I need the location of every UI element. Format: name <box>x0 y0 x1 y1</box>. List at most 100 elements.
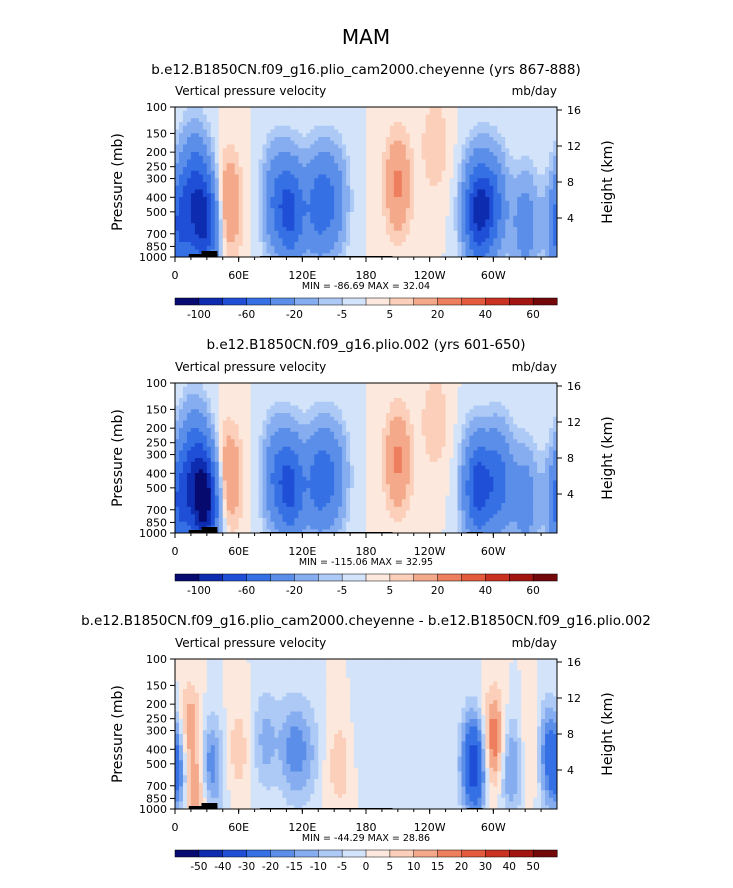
contour-cell <box>230 200 236 205</box>
contour-cell <box>362 152 367 157</box>
contour-cell <box>202 506 208 511</box>
contour-cell <box>182 439 188 444</box>
contour-cell <box>210 510 216 515</box>
contour-cell <box>314 167 319 172</box>
contour-cell <box>330 114 335 119</box>
contour-cell <box>330 245 335 250</box>
contour-cell <box>358 167 363 172</box>
contour-cell <box>330 182 335 187</box>
contour-cell <box>310 215 315 220</box>
contour-cell <box>194 386 200 391</box>
contour-cell <box>338 223 343 228</box>
contour-cell <box>493 140 498 145</box>
contour-cell <box>373 208 379 213</box>
contour-cell <box>537 114 542 119</box>
contour-cell <box>409 219 415 224</box>
contour-cell <box>533 133 538 138</box>
contour-cell <box>549 215 554 220</box>
contour-cell <box>266 469 271 474</box>
contour-cell <box>485 167 490 172</box>
contour-cell <box>346 208 351 213</box>
contour-cell <box>175 107 180 112</box>
contour-cell <box>282 167 287 172</box>
contour-cell <box>230 245 236 250</box>
contour-cell <box>194 428 200 433</box>
contour-cell <box>198 144 204 149</box>
contour-cell <box>350 155 355 160</box>
contour-cell <box>202 223 208 228</box>
contour-cell <box>457 170 462 175</box>
contour-cell <box>242 129 248 134</box>
contour-cell <box>258 473 264 478</box>
contour-cell <box>254 424 260 429</box>
contour-cell <box>533 197 538 202</box>
contour-cell <box>322 219 327 224</box>
contour-cell <box>214 473 220 478</box>
contour-cell <box>254 495 260 500</box>
contour-cell <box>485 212 490 217</box>
contour-cell <box>182 480 188 485</box>
contour-cell <box>302 212 307 217</box>
contour-cell <box>242 521 248 526</box>
contour-cell <box>274 458 279 463</box>
contour-cell <box>449 159 455 164</box>
contour-cell <box>493 219 498 224</box>
contour-cell <box>234 137 240 142</box>
contour-cell <box>509 223 514 228</box>
y-tick-label: 100 <box>146 101 167 114</box>
contour-cell <box>186 484 192 489</box>
contour-cell <box>234 386 240 391</box>
contour-cell <box>254 499 260 504</box>
contour-cell <box>373 227 379 232</box>
contour-cell <box>282 242 287 247</box>
contour-cell <box>294 170 299 175</box>
contour-cell <box>250 227 256 232</box>
contour-cell <box>234 200 240 205</box>
contour-cell <box>489 129 494 134</box>
contour-cell <box>182 488 188 493</box>
contour-cell <box>377 133 383 138</box>
contour-cell <box>175 122 180 127</box>
contour-cell <box>250 193 256 198</box>
contour-cell <box>342 125 347 130</box>
contour-cell <box>437 197 443 202</box>
contour-cell <box>477 219 482 224</box>
contour-cell <box>175 133 180 138</box>
contour-cell <box>182 137 188 142</box>
contour-cell <box>529 110 534 115</box>
contour-cell <box>433 227 439 232</box>
contour-cell <box>274 454 279 459</box>
contour-cell <box>238 386 244 391</box>
contour-cell <box>190 521 196 526</box>
contour-cell <box>222 212 228 217</box>
contour-cell <box>202 125 208 130</box>
contour-cell <box>409 204 415 209</box>
contour-cell <box>485 227 490 232</box>
contour-cell <box>238 506 244 511</box>
contour-cell <box>413 245 419 250</box>
contour-cell <box>553 178 557 183</box>
contour-cell <box>393 189 399 194</box>
contour-cell <box>175 208 180 213</box>
contour-cell <box>433 163 439 168</box>
contour-cell <box>262 185 268 190</box>
contour-cell <box>202 435 208 440</box>
contour-cell <box>274 125 279 130</box>
contour-cell <box>369 110 375 115</box>
contour-cell <box>533 110 538 115</box>
contour-cell <box>421 185 427 190</box>
contour-cell <box>310 107 315 112</box>
contour-cell <box>242 144 248 149</box>
contour-cell <box>186 450 192 455</box>
contour-cell <box>175 234 180 239</box>
contour-cell <box>445 238 451 243</box>
contour-cell <box>250 114 256 119</box>
contour-cell <box>369 200 375 205</box>
contour-cell <box>481 174 486 179</box>
contour-cell <box>358 133 363 138</box>
contour-cell <box>238 401 244 406</box>
contour-cell <box>354 189 359 194</box>
contour-cell <box>218 163 224 168</box>
contour-cell <box>306 189 311 194</box>
contour-cell <box>477 152 482 157</box>
